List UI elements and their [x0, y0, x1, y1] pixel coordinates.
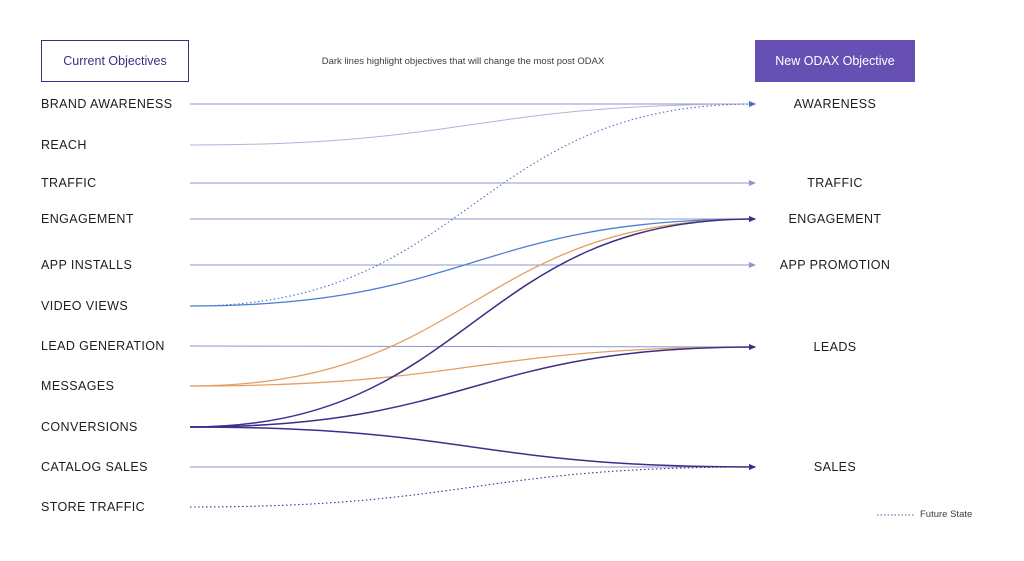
legend: Future State: [876, 509, 972, 520]
flow-line-messages-to-leads: [189, 344, 756, 387]
new-objective-app-promotion: APP PROMOTION: [779, 258, 891, 272]
current-objective-brand-awareness: BRAND AWARENESS: [41, 97, 173, 111]
current-objective-conversions: CONVERSIONS: [41, 420, 138, 434]
new-odax-objective-header: New ODAX Objective: [755, 40, 915, 82]
current-objective-lead-generation: LEAD GENERATION: [41, 339, 165, 353]
flow-line-conversions-to-sales: [189, 426, 756, 470]
current-objective-video-views: VIDEO VIEWS: [41, 299, 129, 313]
current-objective-traffic: TRAFFIC: [41, 176, 97, 190]
flow-line-video-views-to-engagement: [189, 216, 756, 307]
flow-line-conversions-to-engagement: [189, 216, 756, 428]
flow-line-store-traffic-to-sales: [189, 464, 756, 508]
new-objective-awareness: AWARENESS: [793, 97, 877, 111]
current-objective-catalog-sales: CATALOG SALES: [41, 460, 148, 474]
current-objective-store-traffic: STORE TRAFFIC: [41, 500, 146, 514]
current-objective-engagement: ENGAGEMENT: [41, 212, 134, 226]
future-state-dotted-line-icon: [877, 514, 915, 515]
flow-line-lead-generation-to-leads: [189, 343, 756, 350]
current-objective-app-installs: APP INSTALLS: [41, 258, 133, 272]
flow-line-reach-to-awareness: [189, 101, 756, 146]
flow-line-video-views-to-awareness: [189, 101, 756, 307]
new-objective-engagement: ENGAGEMENT: [788, 212, 882, 226]
current-objective-reach: REACH: [41, 138, 87, 152]
current-objective-messages: MESSAGES: [41, 379, 115, 393]
diagram-subtitle: Dark lines highlight objectives that wil…: [321, 56, 605, 67]
new-objective-leads: LEADS: [813, 340, 857, 354]
flow-line-conversions-to-leads: [189, 344, 756, 428]
new-odax-objective-title: New ODAX Objective: [775, 54, 895, 68]
new-objective-traffic: TRAFFIC: [807, 176, 863, 190]
current-objectives-title: Current Objectives: [63, 54, 167, 68]
legend-future-state-label: Future State: [920, 509, 973, 520]
new-objective-sales: SALES: [813, 460, 857, 474]
current-objectives-header: Current Objectives: [41, 40, 189, 82]
flow-line-messages-to-engagement: [189, 216, 756, 387]
